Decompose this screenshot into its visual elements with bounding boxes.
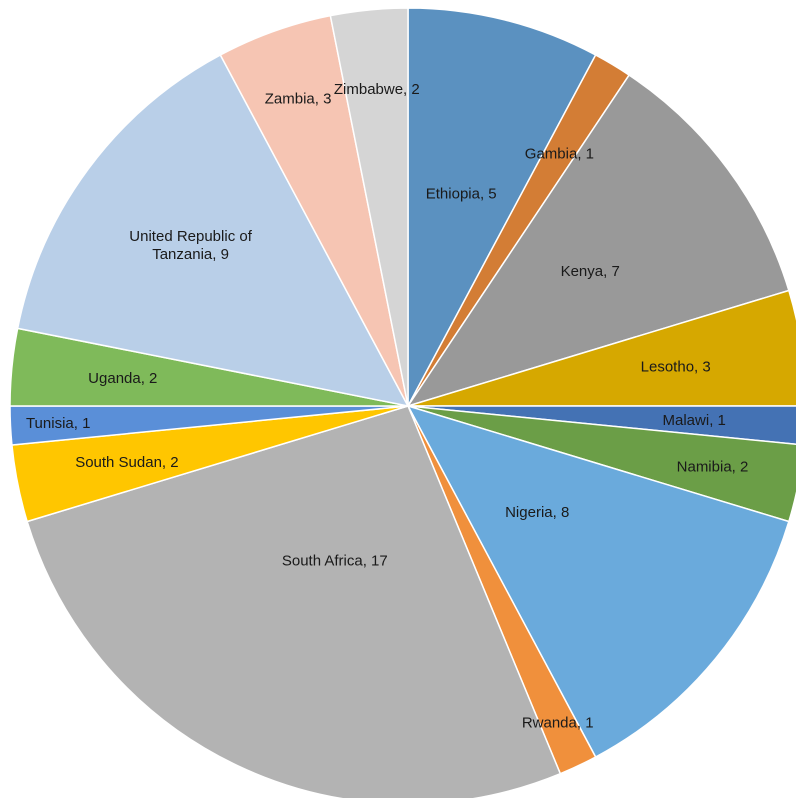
slice-label-namibia: Namibia, 2 — [677, 459, 749, 476]
slice-kenya — [406, 74, 790, 408]
slice-zimbabwe — [329, 7, 409, 407]
slice-label-rwanda: Rwanda, 1 — [522, 715, 594, 732]
slice-nigeria — [406, 404, 790, 759]
slice-label-united-republic-of-tanzania: United Republic of Tanzania, 9 — [129, 228, 252, 263]
slice-label-lesotho: Lesotho, 3 — [641, 358, 711, 375]
slice-label-south-sudan: South Sudan, 2 — [75, 454, 178, 471]
pie-labels: Ethiopia, 5 Gambia, 1 Kenya, 7 Lesotho, 3 Ma… — [26, 81, 749, 732]
slice-label-nigeria: Nigeria, 8 — [505, 504, 569, 521]
slice-label-kenya: Kenya, 7 — [561, 263, 620, 280]
slice-label-gambia: Gambia, 1 — [525, 145, 594, 162]
slice-label-uganda: Uganda, 2 — [88, 370, 157, 387]
slice-label-tunisia: Tunisia, 1 — [26, 415, 90, 432]
slice-lesotho — [407, 289, 796, 407]
slice-label-zambia: Zambia, 3 — [265, 91, 332, 108]
pie-slices — [9, 7, 796, 798]
slice-label-malawi: Malawi, 1 — [663, 412, 726, 429]
slice-label-zimbabwe: Zimbabwe, 2 — [334, 81, 420, 98]
slice-label-south-africa: South Africa, 17 — [282, 553, 388, 570]
slice-south-africa — [26, 405, 562, 798]
slice-label-ethiopia: Ethiopia, 5 — [426, 186, 497, 203]
slice-united-republic-of-tanzania — [16, 53, 410, 408]
slice-ethiopia — [407, 7, 597, 407]
